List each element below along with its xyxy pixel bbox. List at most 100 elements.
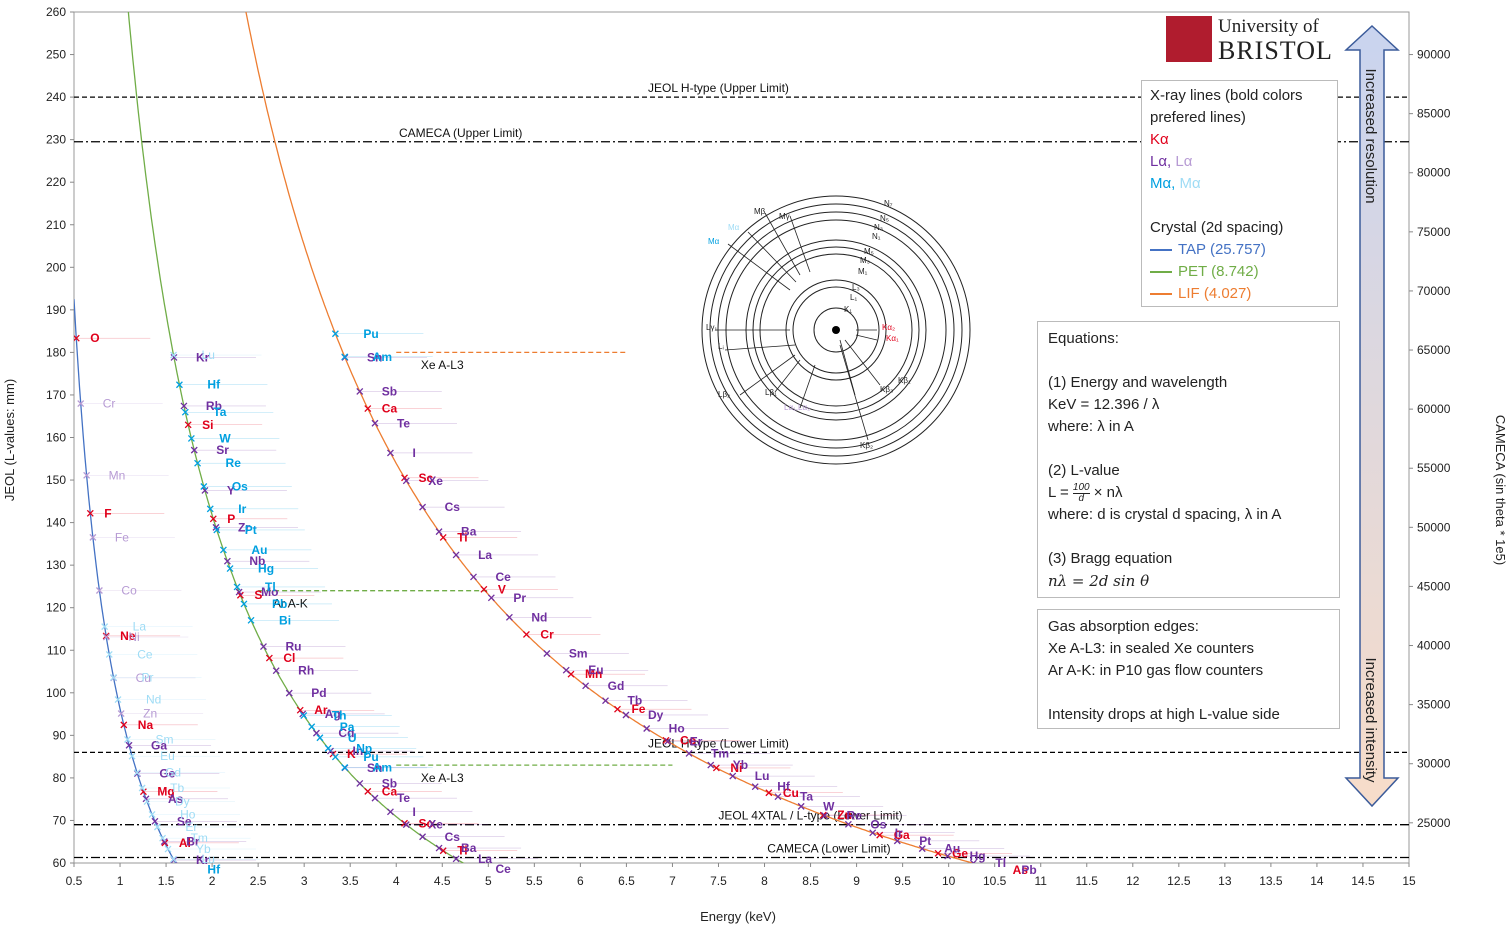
label-la: La (133, 620, 147, 634)
left-axis-title: JEOL (L-values: mm) (2, 379, 17, 501)
point-f (86, 509, 94, 517)
point-pa (308, 723, 316, 731)
gas-xe: Xe A-L3: in sealed Xe counters (1048, 640, 1254, 657)
point-er (153, 823, 161, 831)
point-cl (265, 654, 273, 662)
label-ce: Ce (137, 647, 153, 661)
point-xe (402, 477, 410, 485)
svg-text:K₁: K₁ (844, 305, 852, 314)
legend-crystal-title: Crystal (2d spacing) (1150, 219, 1284, 236)
y-tick-label: 170 (46, 388, 66, 402)
arrow-bottom-label: Increased intensity (1362, 657, 1379, 783)
x-axis-ticks: 0.5 1 1.5 2 2.5 3 3.5 4 4.5 5 5.5 6 6.5 7 7.5 8 8.5 9 9.5 1… (66, 863, 1416, 888)
equations-title: Equations: (1048, 330, 1119, 347)
label-tb: Tb (628, 694, 643, 708)
point-se (151, 817, 159, 825)
svg-text:Mα: Mα (728, 223, 740, 232)
label-eu: Eu (160, 749, 175, 763)
right-tick-label: 60000 (1417, 402, 1451, 416)
label-ir: Ir (238, 502, 246, 516)
point-la (452, 551, 460, 559)
x-tick-label: 8 (761, 874, 768, 888)
x-tick-label: 10 (942, 874, 956, 888)
legend-la-light: Lα (1175, 153, 1193, 170)
label-xe: Xe (428, 818, 443, 832)
label-lu: Lu (202, 852, 215, 866)
point-hf (751, 783, 759, 791)
arrow-top-label: Increased resolution (1362, 68, 1379, 203)
label-tl: Tl (995, 856, 1006, 870)
point-sm (124, 735, 131, 743)
right-tick-label: 30000 (1417, 757, 1451, 771)
x-tick-label: 13.5 (1259, 874, 1283, 888)
legend-ka: Kα (1150, 129, 1329, 151)
point-u (316, 734, 324, 742)
point-ce (470, 573, 477, 581)
atom-shell-diagram: N₇ N₅ N₃ N₁ M₅ M₃ M₁ L₃ L₁ K₁ Mβ Mγ Mα M… (701, 195, 971, 465)
label-co: Co (121, 584, 137, 598)
equations-box: Equations: (1) Energy and wavelength KeV… (1037, 321, 1340, 598)
label-br: Br (186, 835, 200, 849)
point-si (184, 421, 192, 429)
right-tick-label: 45000 (1417, 579, 1451, 593)
point-sm (543, 650, 551, 657)
point-sb (356, 780, 364, 787)
label-lu: Lu (202, 348, 215, 362)
label-sm: Sm (155, 732, 173, 746)
label-u: U (348, 731, 357, 745)
x-tick-label: 11 (1034, 874, 1047, 888)
point-ne (102, 632, 110, 640)
limit-label: JEOL H-type (Upper Limit) (648, 81, 789, 95)
eq2-lhs: L = (1048, 484, 1069, 501)
point-bi (247, 616, 255, 624)
right-tick-label: 40000 (1417, 639, 1451, 653)
label-au: Au (251, 543, 267, 557)
right-axis-title: CAMECA (sin theta * 1e5) (1493, 415, 1508, 565)
point-lu (170, 855, 177, 863)
gas-note: Intensity drops at high L-value side (1048, 706, 1280, 723)
label-am: Am (373, 761, 392, 775)
svg-text:Kβ₂: Kβ₂ (860, 441, 873, 450)
point-te (371, 794, 379, 802)
gas-title: Gas absorption edges: (1048, 618, 1199, 635)
label-pb: Pb (272, 597, 287, 611)
point-te (371, 419, 379, 427)
label-k: K (347, 747, 356, 761)
point-p (209, 515, 217, 523)
point-pr (110, 673, 117, 681)
svg-text:Kα₂: Kα₂ (882, 323, 895, 332)
label-ta: Ta (213, 405, 226, 419)
point-sr (190, 446, 198, 454)
label-xe: Xe (428, 474, 443, 488)
label-ag: Ag (325, 707, 341, 721)
legend-tap: TAP (25.757) (1150, 239, 1329, 261)
edge-label: Ar A-K (273, 596, 308, 610)
point-am (341, 764, 349, 771)
label-zn: Zn (837, 808, 852, 822)
right-tick-label: 50000 (1417, 520, 1451, 534)
label-ce: Ce (495, 862, 511, 876)
eq2-formula: L = 100 d × nλ (1048, 482, 1329, 504)
point-i (386, 808, 394, 816)
label-er: Er (185, 820, 197, 834)
point-sb (356, 387, 364, 395)
label-rh: Rh (298, 664, 314, 678)
label-fe: Fe (115, 530, 129, 544)
point-pt (893, 837, 901, 845)
label-ir: Ir (895, 826, 903, 840)
label-mn: Mn (109, 468, 126, 482)
point-au (219, 546, 227, 554)
point-co (95, 587, 103, 594)
label-am: Am (373, 350, 392, 364)
label-ta: Ta (800, 790, 813, 804)
label-ca: Ca (382, 402, 398, 416)
label-kr: Kr (196, 350, 210, 364)
x-tick-label: 7 (669, 874, 676, 888)
point-pr (487, 594, 495, 602)
legend-ma-bold: Mα, (1150, 175, 1176, 192)
label-ba: Ba (461, 525, 477, 539)
label-sm: Sm (569, 647, 588, 661)
x-tick-label: 12.5 (1167, 874, 1191, 888)
logo-line2: BRISTOL (1218, 36, 1333, 65)
right-tick-label: 25000 (1417, 816, 1451, 830)
